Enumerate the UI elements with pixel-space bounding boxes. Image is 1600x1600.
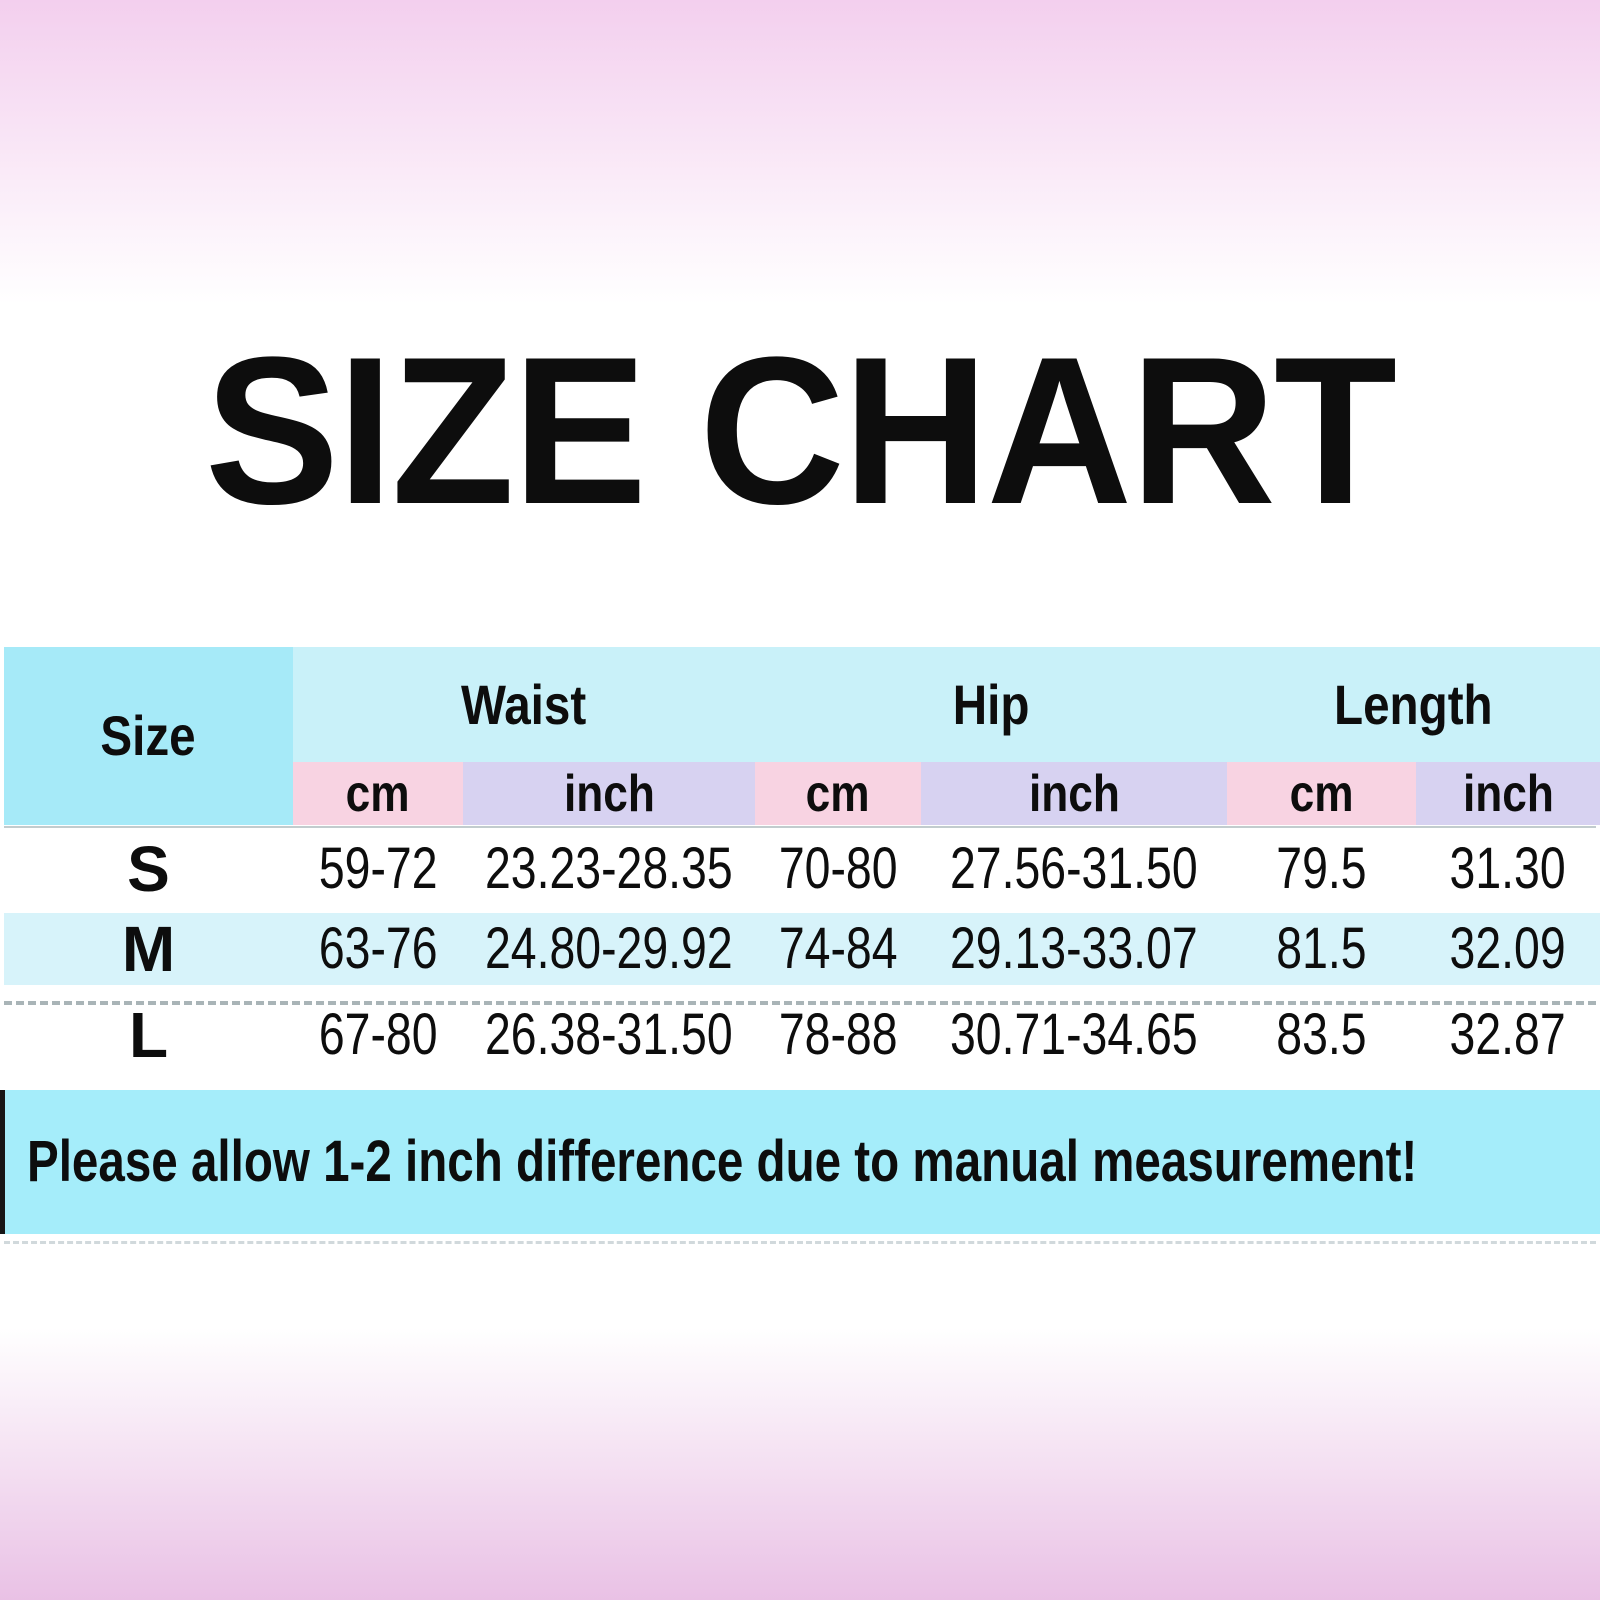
measurement-note-bar: Please allow 1-2 inch difference due to …: [0, 1090, 1600, 1234]
row-s-length-inch: 31.30: [1416, 825, 1600, 913]
unit-header-waist-cm: cm: [293, 762, 463, 825]
unit-header-length-cm: cm: [1227, 762, 1416, 825]
row-m-length-inch: 32.09: [1416, 913, 1600, 985]
hip-group-header: Hip: [755, 647, 1227, 762]
row-s-length-cm: 79.5: [1227, 825, 1416, 913]
waist-group-header: Waist: [293, 647, 755, 762]
row-l-waist-cm: 67-80: [293, 985, 463, 1085]
row-l-hip-cm: 78-88: [755, 985, 921, 1085]
row-l-size-label: L: [4, 985, 293, 1085]
length-group-header: Length: [1227, 647, 1600, 762]
row-m-waist-inch: 24.80-29.92: [463, 913, 755, 985]
measurement-note-text: Please allow 1-2 inch difference due to …: [27, 1129, 1418, 1194]
row-s-hip-inch: 27.56-31.50: [921, 825, 1227, 913]
row-l-hip-inch: 30.71-34.65: [921, 985, 1227, 1085]
row-l-length-inch: 32.87: [1416, 985, 1600, 1085]
row-m-hip-cm: 74-84: [755, 913, 921, 985]
below-note-dashed-line: [4, 1241, 1596, 1244]
row-m-l-dashed-divider: [4, 1001, 1596, 1005]
unit-header-length-inch: inch: [1416, 762, 1600, 825]
size-column-header: Size: [4, 647, 293, 825]
row-m-waist-cm: 63-76: [293, 913, 463, 985]
row-l-waist-inch: 26.38-31.50: [463, 985, 755, 1085]
page-title: SIZE CHART: [204, 313, 1397, 548]
unit-header-waist-inch: inch: [463, 762, 755, 825]
unit-header-hip-cm: cm: [755, 762, 921, 825]
subheader-divider-line: [4, 826, 1596, 828]
row-s-hip-cm: 70-80: [755, 825, 921, 913]
row-s-waist-cm: 59-72: [293, 825, 463, 913]
row-m-hip-inch: 29.13-33.07: [921, 913, 1227, 985]
unit-header-hip-inch: inch: [921, 762, 1227, 825]
row-s-waist-inch: 23.23-28.35: [463, 825, 755, 913]
row-s-size-label: S: [4, 825, 293, 913]
row-m-size-label: M: [4, 913, 293, 985]
row-m-length-cm: 81.5: [1227, 913, 1416, 985]
size-table: Size Waist Hip Length cm inch cm inch cm…: [4, 647, 1600, 1085]
row-l-length-cm: 83.5: [1227, 985, 1416, 1085]
